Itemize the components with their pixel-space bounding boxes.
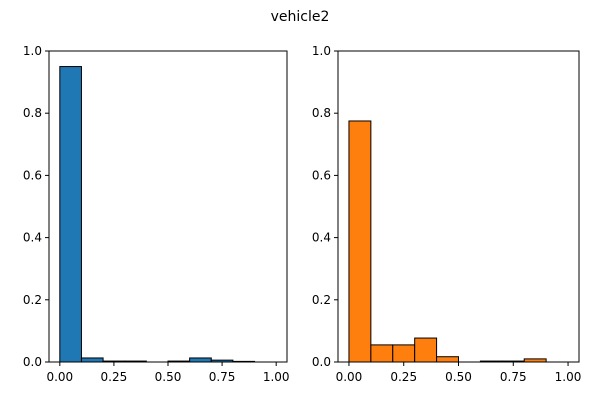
y-tick-label: 0.6 [312, 168, 331, 182]
figure-title: vehicle2 [271, 9, 330, 25]
x-tick-label: 0.00 [336, 370, 363, 384]
histogram-bar [436, 356, 460, 363]
axes-frame [337, 50, 580, 363]
x-tick-label: 1.00 [263, 370, 290, 384]
histogram-bar [189, 357, 212, 363]
axes-frame [48, 50, 288, 363]
histogram-bar [59, 66, 82, 363]
histogram-bar [392, 344, 416, 363]
x-tick-label: 0.50 [445, 370, 472, 384]
histogram-bar [348, 120, 372, 363]
y-tick-label: 1.0 [312, 44, 331, 58]
y-tick-label: 0.2 [23, 293, 42, 307]
y-tick-label: 0.0 [23, 355, 42, 369]
y-tick-label: 0.4 [23, 231, 42, 245]
x-tick-label: 0.25 [390, 370, 417, 384]
y-tick-label: 0.4 [312, 231, 331, 245]
right-histogram-panel: 0.00 0.25 0.50 0.75 1.00 0.0 0.2 0.4 0.6 0.8 1.0 [312, 44, 581, 384]
x-tick-label: 0.75 [209, 370, 236, 384]
y-tick-label: 0.8 [312, 106, 331, 120]
x-tick-label: 0.75 [500, 370, 527, 384]
x-tick-label: 0.25 [101, 370, 128, 384]
y-tick-label: 0.2 [312, 293, 331, 307]
x-tick-label: 1.00 [555, 370, 582, 384]
x-tick-label: 0.00 [46, 370, 73, 384]
y-tick-label: 1.0 [23, 44, 42, 58]
y-tick-label: 0.0 [312, 355, 331, 369]
histogram-bar [80, 357, 104, 363]
histogram-bar [370, 344, 394, 363]
histogram-bar [414, 337, 438, 363]
left-histogram-panel: 0.00 0.25 0.50 0.75 1.00 0.0 0.2 0.4 0.6 0.8 1.0 [23, 44, 290, 384]
x-tick-label: 0.50 [155, 370, 182, 384]
y-tick-label: 0.6 [23, 168, 42, 182]
y-tick-label: 0.8 [23, 106, 42, 120]
